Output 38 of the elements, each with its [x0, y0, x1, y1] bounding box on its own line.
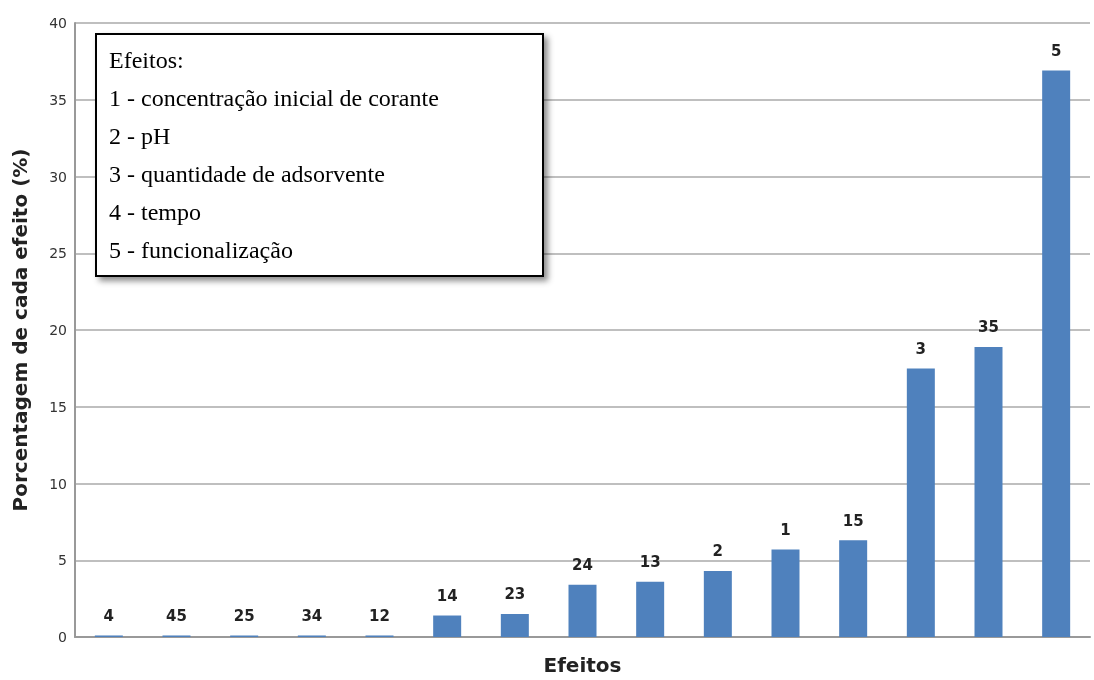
y-tick-label: 40: [49, 15, 67, 31]
bar: [839, 540, 868, 637]
x-tick-label: 24: [572, 556, 593, 575]
x-tick-label: 25: [233, 606, 255, 625]
x-tick-label: 23: [504, 585, 526, 604]
x-tick-label: 13: [639, 553, 661, 572]
annotation: 1 - concentração inicial de corante: [109, 84, 440, 113]
y-tick-label: 20: [49, 322, 67, 338]
y-tick-label: 10: [49, 475, 67, 492]
annotation: Efeitos:: [109, 46, 185, 75]
bar: [1042, 70, 1071, 637]
x-tick-label: 12: [369, 606, 390, 625]
y-tick-label: 0: [58, 629, 67, 645]
bar: [974, 346, 1003, 637]
x-tick-label: 1: [780, 521, 791, 540]
annotation: 4 - tempo: [109, 198, 202, 227]
bar: [771, 549, 800, 637]
bar: [636, 581, 665, 637]
annotation: 3 - quantidade de adsorvente: [109, 160, 386, 189]
bar: [433, 615, 462, 637]
y-tick-label: 15: [49, 398, 67, 415]
x-tick-label: 34: [301, 606, 323, 625]
x-axis-title: Efeitos: [543, 653, 622, 677]
y-tick-label: 30: [49, 168, 67, 185]
annotation: 2 - pH: [109, 122, 172, 151]
y-tick-label: 35: [49, 91, 67, 108]
bar: [568, 584, 597, 637]
y-tick-label: 25: [49, 245, 67, 262]
bar: [703, 571, 732, 637]
y-axis-title: Porcentagem de cada efeito (%): [8, 148, 32, 512]
x-tick-label: 3: [915, 339, 927, 358]
x-tick-label: 2: [712, 542, 724, 561]
x-tick-label: 45: [166, 606, 187, 625]
x-tick-label: 4: [103, 606, 115, 625]
bar: [906, 368, 935, 637]
bar: [500, 613, 529, 637]
annotation: 5 - funcionalização: [109, 236, 294, 265]
x-tick-label: 14: [436, 587, 458, 606]
